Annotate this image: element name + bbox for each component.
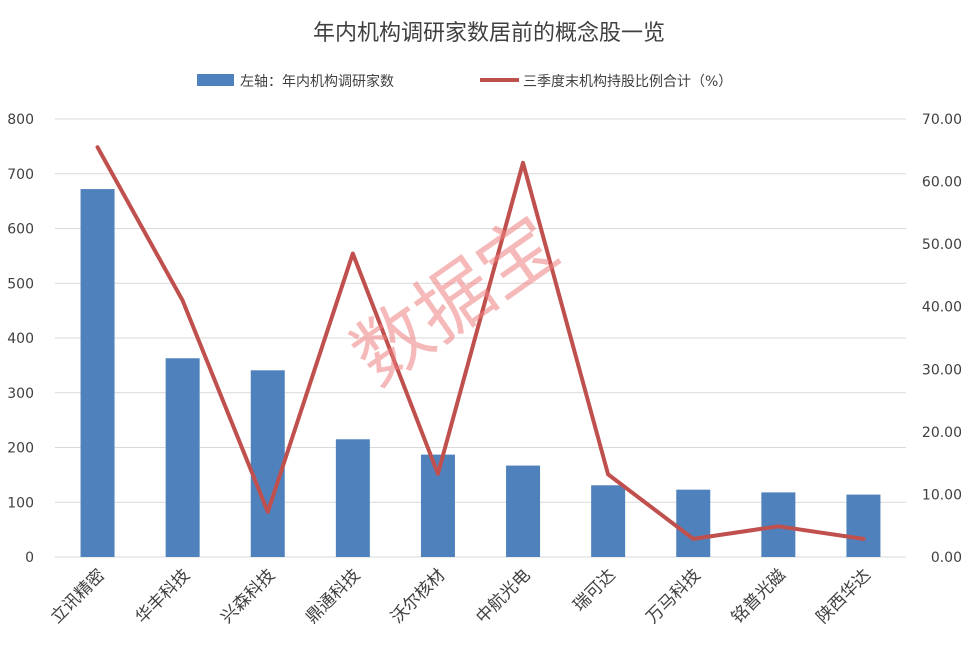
right-axis-tick-label: 40.00 [922, 300, 962, 316]
left-axis-tick-label: 100 [7, 495, 34, 511]
right-axis-tick-label: 10.00 [922, 487, 962, 503]
bar-1 [80, 189, 115, 557]
left-axis-tick-label: 600 [7, 222, 34, 238]
category-label: 陕西华达 [813, 565, 875, 627]
legend: 左轴：年内机构调研家数 三季度末机构持股比例合计（%） [197, 73, 732, 90]
bar-4 [335, 439, 370, 557]
category-label: 铭普光磁 [728, 565, 790, 627]
bar-6 [506, 465, 541, 557]
bar-10 [846, 494, 881, 557]
right-axis-ticks: 0.00 10.00 20.00 30.00 40.00 50.00 60.00 70.00 [922, 112, 962, 566]
shareholding-line [95, 145, 866, 541]
left-axis-tick-label: 400 [7, 331, 34, 347]
category-labels: 立讯精密 华丰科技 兴森科技 鼎通科技 沃尔核材 中航光电 瑞可达 万马科技 铭普光磁 陕西华达 [47, 565, 875, 627]
legend-bar-swatch [197, 74, 234, 86]
category-label: 中航光电 [472, 565, 534, 627]
right-axis-tick-label: 20.00 [922, 425, 962, 441]
category-label: 立讯精密 [47, 565, 109, 627]
bar-3 [250, 370, 285, 557]
category-label: 鼎通科技 [302, 565, 364, 627]
category-label: 华丰科技 [132, 565, 194, 627]
right-axis-tick-label: 0.00 [931, 550, 962, 566]
bar-8 [676, 489, 711, 557]
bar-series [80, 189, 881, 557]
left-axis-tick-label: 0 [25, 550, 34, 566]
category-label: 兴森科技 [217, 565, 279, 627]
legend-bar-label: 左轴：年内机构调研家数 [240, 73, 394, 90]
bar-7 [591, 485, 626, 557]
category-label: 万马科技 [643, 565, 705, 627]
line-series [95, 145, 866, 541]
left-axis-ticks: 0 100 200 300 400 500 600 700 800 [7, 112, 34, 566]
category-label: 沃尔核材 [387, 565, 449, 627]
right-axis-tick-label: 60.00 [922, 175, 962, 191]
right-axis-tick-label: 30.00 [922, 362, 962, 378]
left-axis-tick-label: 800 [7, 112, 34, 128]
left-axis-tick-label: 500 [7, 276, 34, 292]
right-axis-tick-label: 50.00 [922, 237, 962, 253]
left-axis-tick-label: 300 [7, 386, 34, 402]
left-axis-tick-label: 700 [7, 167, 34, 183]
left-axis-tick-label: 200 [7, 441, 34, 457]
legend-line-label: 三季度末机构持股比例合计（%） [523, 74, 732, 90]
category-label: 瑞可达 [569, 565, 619, 615]
bar-2 [165, 358, 200, 557]
right-axis-tick-label: 70.00 [922, 112, 962, 128]
chart-title: 年内机构调研家数居前的概念股一览 [313, 21, 665, 46]
